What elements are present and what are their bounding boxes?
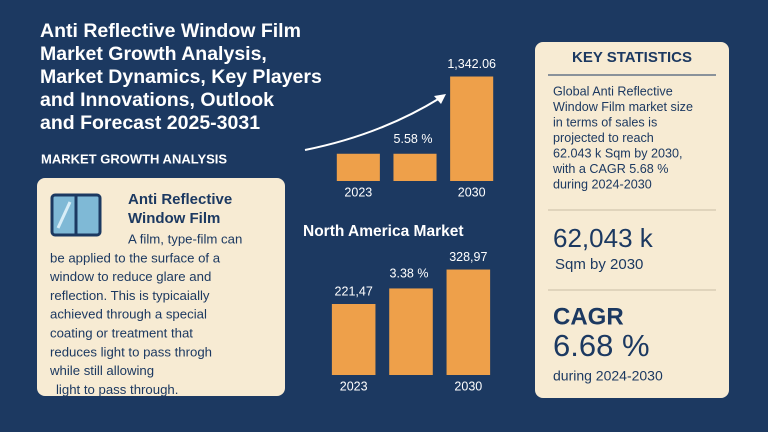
stats-text-line: projected to reach (553, 131, 654, 145)
value-label: 221,47 (335, 284, 373, 298)
x-tick-label: 2030 (458, 185, 486, 199)
size-value: 62,043 k (553, 223, 654, 253)
card-text-line: reduces light to pass throgh (50, 344, 212, 359)
stats-text-line: in terms of sales is (553, 115, 657, 129)
bar (450, 76, 494, 181)
title-line: Market Dynamics, Key Players (40, 66, 322, 88)
card-text-line: reflection. This is typicaially (50, 288, 210, 303)
stats-panel (535, 42, 729, 398)
bar (389, 288, 433, 375)
card-text-line: while still allowing (49, 363, 154, 378)
window-icon (50, 193, 102, 237)
stats-text-line: with a CAGR 5.68 % (552, 162, 669, 176)
bar (336, 153, 380, 181)
growth-arrow (304, 97, 441, 151)
arrow-head (434, 94, 446, 104)
cagr-label: CAGR (553, 303, 624, 330)
size-unit: Sqm by 2030 (555, 256, 643, 273)
card-text-line: coating or treatment that (50, 325, 193, 340)
title-line: and Forecast 2025-3031 (40, 112, 260, 134)
title-line: and Innovations, Outlook (40, 89, 274, 111)
chart-title: North America Market (303, 223, 464, 240)
stats-text-line: Window Film market size (553, 100, 693, 114)
title-line: Anti Reflective Window Film (40, 20, 301, 42)
cagr-period: during 2024-2030 (553, 368, 663, 384)
bar (331, 303, 376, 375)
card-title-line: Anti Reflective (128, 191, 232, 208)
card-text-line: A film, type-film can (128, 231, 242, 246)
stats-text-line: Global Anti Reflective (553, 84, 673, 98)
card-text-line: be applied to the surface of a (50, 250, 221, 265)
value-label: 328,97 (449, 250, 487, 264)
growth-annotation: 5.58 % (394, 132, 433, 146)
card-text-line: light to pass through. (56, 382, 178, 397)
card-title-line: Window Film (128, 210, 220, 227)
stats-text-line: during 2024-2030 (553, 177, 652, 191)
card-text-line: achieved through a special (50, 307, 207, 322)
bar (446, 269, 491, 375)
section-label: MARKET GROWTH ANALYSIS (41, 151, 227, 166)
title-line: Market Growth Analysis, (40, 43, 267, 65)
growth-annotation: 3.38 % (390, 267, 429, 281)
cagr-value: 6.68 % (553, 328, 650, 363)
value-label: 1,342.06 (447, 57, 496, 71)
stats-title: KEY STATISTICS (572, 49, 692, 66)
bar (393, 153, 437, 181)
x-tick-label: 2030 (454, 379, 482, 393)
x-tick-label: 2023 (340, 379, 368, 393)
x-tick-label: 2023 (344, 185, 372, 199)
card-text-line: window to reduce glare and (49, 269, 211, 284)
stats-text-line: 62.043 k Sqm by 2030, (553, 146, 683, 160)
